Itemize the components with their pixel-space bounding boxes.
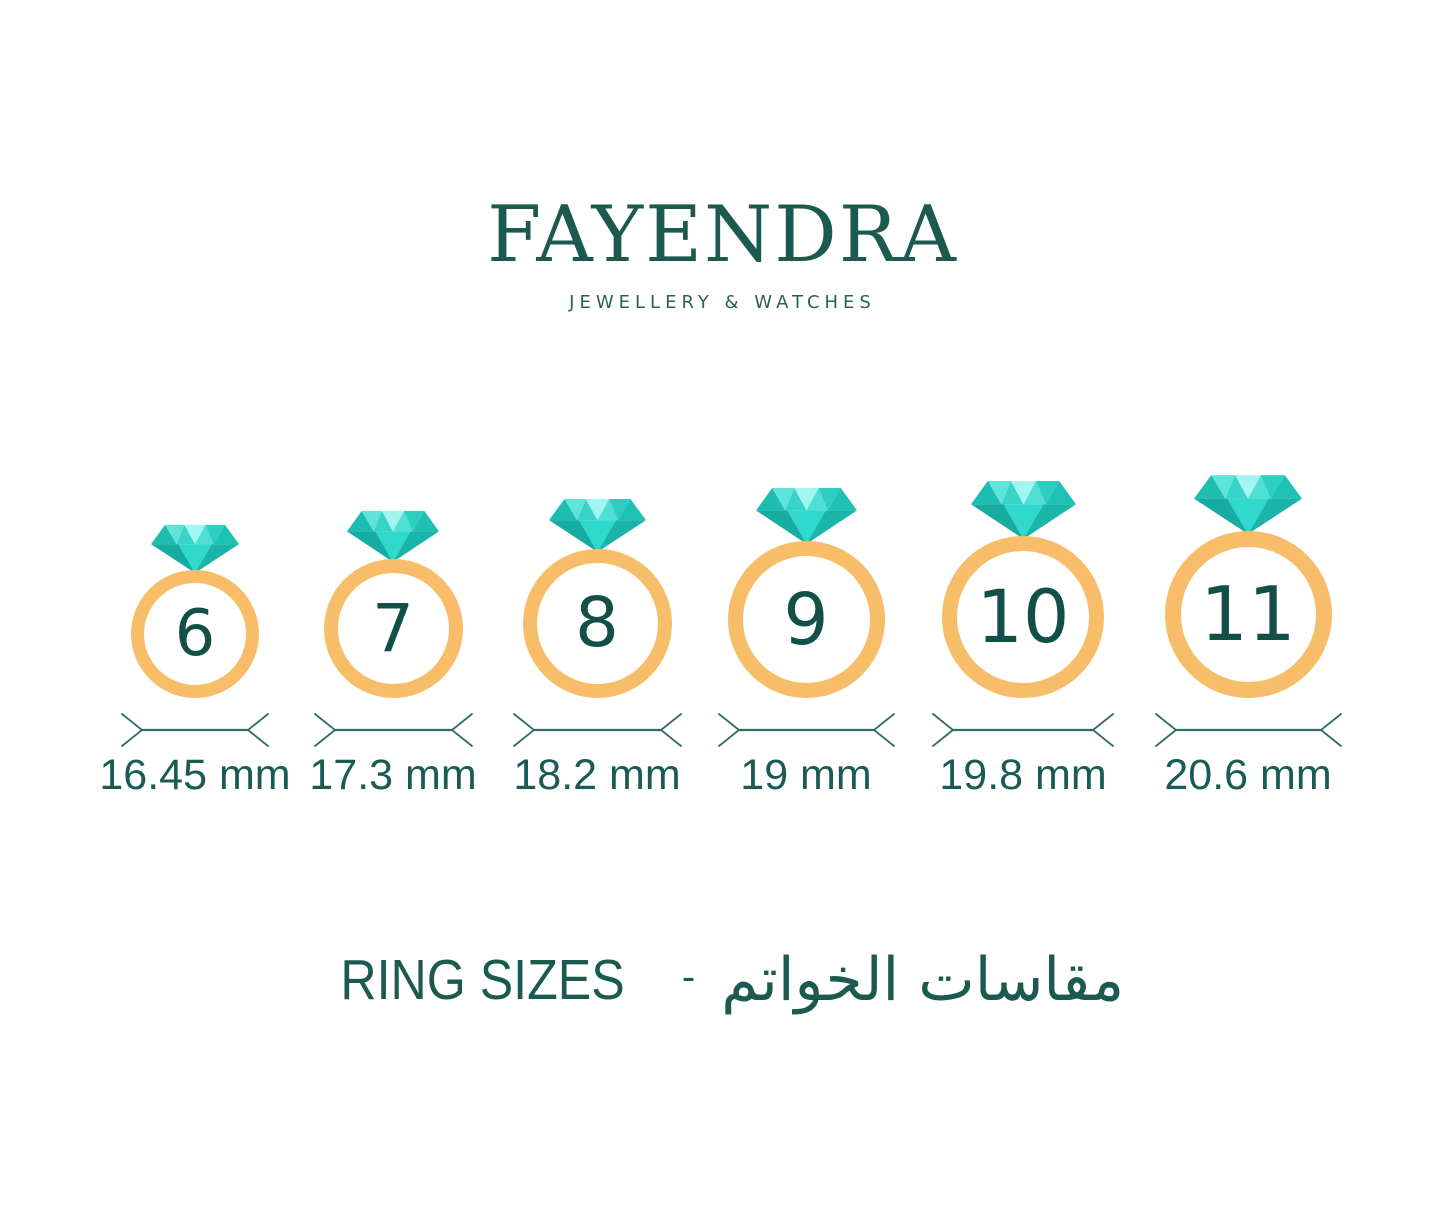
measure-arrows-icon — [717, 713, 895, 752]
diamond-facet — [373, 510, 393, 532]
diamond-facet — [1194, 475, 1226, 499]
ring-size-number: 7 — [372, 589, 414, 667]
diamond-facet — [381, 510, 405, 532]
diamond-facet — [597, 520, 646, 552]
diamond-facet — [578, 520, 616, 552]
diamond-facet — [784, 488, 806, 511]
diamond-facet — [151, 544, 195, 573]
diamond-icon — [970, 480, 1076, 544]
diamond-facet — [195, 524, 214, 545]
diamond-facet — [1045, 481, 1076, 505]
chart-title: RING SIZES - مقاسات الخواتم — [0, 948, 1445, 1012]
diamond-facet — [793, 488, 819, 511]
diamond-facet — [1035, 481, 1059, 505]
diamond-facet — [184, 524, 206, 545]
diamond-facet — [205, 524, 225, 545]
diamond-facet — [987, 481, 1011, 505]
diamond-facet — [176, 524, 195, 545]
diameter-label: 19 mm — [740, 751, 872, 799]
diamond-facet — [771, 488, 794, 511]
diamond-facet — [1227, 498, 1269, 534]
diamond-facet — [608, 498, 630, 521]
diamond-facet — [1003, 504, 1043, 539]
diamond-icon — [1194, 474, 1302, 539]
diamond-facet — [213, 524, 239, 545]
measure-arrows-icon — [512, 713, 682, 752]
measure-arrows-icon — [1154, 713, 1342, 752]
diamond-facet — [597, 498, 618, 521]
diamond-facet — [1023, 481, 1046, 505]
diamond-icon — [347, 510, 439, 567]
diamond-facet — [617, 498, 646, 521]
diamond-facet — [151, 524, 177, 545]
diamond-facet — [585, 498, 609, 521]
diameter-label: 17.3 mm — [309, 751, 477, 799]
diamond-facet — [970, 481, 1001, 505]
diamond-facet — [1270, 475, 1302, 499]
diamond-facet — [178, 544, 212, 573]
diamond-facet — [1260, 475, 1285, 499]
diamond-facet — [361, 510, 382, 532]
diamond-facet — [1010, 481, 1036, 505]
diamond-facet — [755, 488, 785, 511]
ring-size-number: 9 — [783, 578, 829, 661]
diamond-facet — [1211, 475, 1236, 499]
diamond-facet — [806, 488, 828, 511]
diamond-facet — [1248, 475, 1271, 499]
ring-size-number: 8 — [575, 583, 619, 663]
diamond-facet — [165, 524, 185, 545]
diamond-facet — [1235, 475, 1261, 499]
diamond-facet — [393, 510, 413, 532]
diamond-facet — [404, 510, 425, 532]
diamond-facet — [818, 488, 841, 511]
diamond-facet — [347, 510, 374, 532]
diamond-facet — [786, 510, 826, 544]
ring-size-number: 11 — [1200, 570, 1296, 658]
diamond-facet — [1225, 475, 1248, 499]
diamond-facet — [827, 488, 857, 511]
ring-size-number: 6 — [174, 597, 216, 671]
brand-tagline: JEWELLERY & WATCHES — [569, 292, 876, 313]
brand-name: FAYENDRA — [487, 190, 958, 280]
diamond-icon — [151, 524, 239, 578]
measure-arrows-icon — [932, 713, 1114, 752]
measure-arrows-icon — [313, 713, 473, 752]
chart-title-separator: - — [681, 955, 696, 999]
diamond-facet — [564, 498, 586, 521]
diameter-label: 18.2 mm — [513, 751, 681, 799]
diamond-facet — [375, 531, 411, 562]
diamond-facet — [195, 544, 239, 573]
chart-title-arabic: مقاسات الخواتم — [721, 945, 1125, 1015]
diamond-facet — [548, 498, 577, 521]
measure-arrows-icon — [121, 713, 269, 752]
diameter-label: 19.8 mm — [939, 751, 1107, 799]
ring-size-number: 10 — [976, 574, 1070, 660]
diamond-facet — [548, 520, 597, 552]
diamond-icon — [755, 487, 857, 549]
diamond-facet — [412, 510, 439, 532]
diameter-label: 16.45 mm — [99, 751, 291, 799]
diamond-facet — [576, 498, 597, 521]
chart-title-english: RING SIZES — [340, 947, 625, 1012]
diamond-facet — [1000, 481, 1023, 505]
diamond-icon — [548, 498, 646, 557]
diameter-label: 20.6 mm — [1164, 751, 1332, 799]
